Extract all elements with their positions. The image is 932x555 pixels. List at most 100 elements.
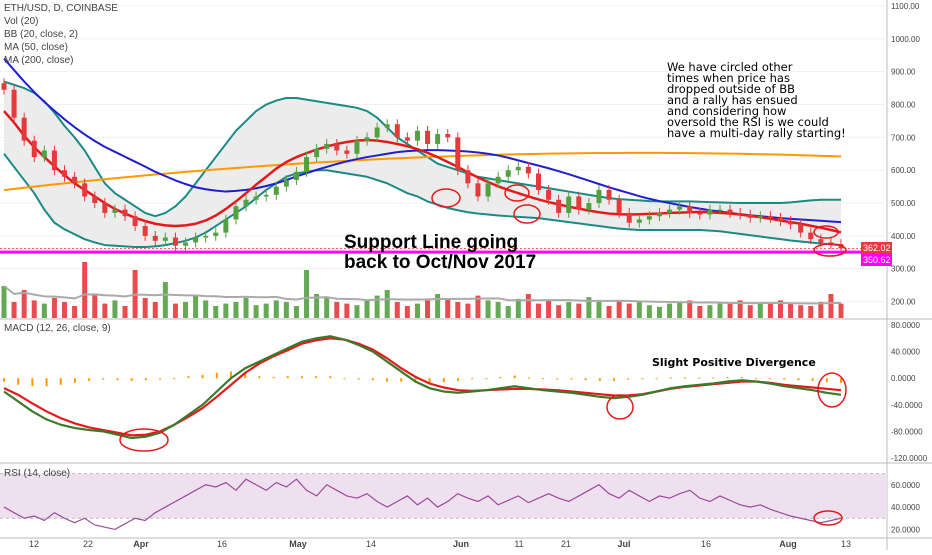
rsi-tick-label: 20.0000 [891, 525, 920, 534]
volume-bar [92, 294, 98, 318]
macd-hist-bar [683, 377, 686, 379]
candle-body [51, 150, 57, 171]
volume-bar [293, 306, 299, 318]
macd-hist-bar [598, 378, 601, 381]
macd-tick-label: 0.0000 [891, 374, 916, 383]
volume-bar [445, 298, 451, 318]
candle-body [193, 237, 199, 243]
volume-bar [223, 303, 229, 318]
macd-hist-bar [272, 376, 275, 379]
volume-bar [566, 302, 572, 318]
bb-lower-line [3, 153, 842, 249]
volume-bar [334, 302, 340, 318]
macd-hist-bar [442, 378, 445, 383]
volume-bar [243, 298, 249, 318]
macd-hist-bar [627, 378, 630, 380]
volume-bar [404, 306, 410, 318]
volume-bar [757, 303, 763, 318]
candle-body [11, 89, 17, 118]
macd-tick-label: 80.0000 [891, 321, 920, 330]
volume-bar [183, 302, 189, 318]
volume-bar [1, 286, 7, 318]
annotation-circle [119, 428, 169, 452]
ma50-line [3, 110, 842, 234]
volume-bar [798, 305, 804, 318]
volume-bar [112, 300, 118, 318]
annotation-circle [813, 225, 839, 239]
candle-body [435, 134, 441, 144]
volume-bar [162, 282, 168, 318]
volume-bar [425, 300, 431, 318]
candle-body [142, 226, 148, 236]
volume-bar [253, 305, 259, 318]
macd-legend: MACD (12, 26, close, 9) [4, 323, 111, 334]
annotation-circle [813, 510, 843, 526]
volume-bar [687, 300, 693, 318]
candle-body [41, 150, 47, 158]
candle-body [616, 199, 622, 213]
volume-bar [82, 262, 88, 318]
volume-bar [546, 300, 552, 318]
candle-body [566, 196, 572, 213]
candle-body [364, 137, 370, 141]
candle-body [72, 176, 78, 184]
macd-hist-bar [456, 378, 459, 381]
volume-bar [717, 303, 723, 318]
volume-bar [283, 302, 289, 318]
volume-bar [304, 270, 310, 318]
macd-hist-bar [542, 378, 545, 380]
signal-line [3, 337, 842, 437]
candle-body [788, 221, 794, 225]
volume-bar [11, 302, 17, 318]
volume-bar [172, 303, 178, 318]
macd-hist-bar [187, 376, 190, 379]
volume-bar [727, 302, 733, 318]
volume-bar [374, 295, 380, 318]
macd-hist-bar [144, 378, 147, 381]
macd-hist-bar [286, 376, 289, 379]
candle-body [596, 189, 602, 204]
annotation-circle [813, 243, 847, 257]
candle-body [152, 235, 158, 241]
candle-body [162, 237, 168, 241]
candle-body [172, 237, 178, 246]
candle-body [636, 219, 642, 223]
volume-bar [31, 300, 37, 318]
candle-body [525, 166, 531, 174]
candle-body [21, 117, 27, 141]
candle-body [798, 224, 804, 233]
x-tick-label: Apr [133, 539, 149, 549]
candle-body [384, 124, 390, 128]
candle-body [586, 203, 592, 210]
candle-body [535, 173, 541, 190]
macd-line [3, 335, 842, 440]
candle-body [747, 214, 753, 218]
price-tick-label: 1100.00 [891, 2, 920, 11]
macd-hist-bar [570, 378, 573, 380]
volume-bar [314, 294, 320, 318]
volume-bar [203, 300, 209, 318]
macd-hist-bar [371, 378, 374, 381]
candle-body [667, 209, 673, 213]
candle-body [767, 216, 773, 218]
candle-body [455, 137, 461, 171]
volume-bar [828, 294, 834, 318]
price-tick-label: 600.00 [891, 166, 916, 175]
macd-hist-bar [88, 378, 91, 381]
macd-tick-label: -80.0000 [891, 427, 923, 436]
candle-body [263, 194, 269, 197]
volume-bar [263, 303, 269, 318]
macd-hist-bar [428, 378, 431, 383]
candle-body [425, 130, 431, 144]
note-line-6: have a multi-day rally starting! [667, 126, 846, 140]
candle-body [414, 130, 420, 141]
x-tick-label: 13 [841, 539, 851, 549]
macd-hist-bar [726, 376, 729, 379]
volume-bar [465, 303, 471, 318]
volume-bar [556, 305, 562, 318]
candle-body [717, 209, 723, 211]
candle-body [243, 199, 249, 207]
macd-hist-bar [556, 378, 559, 380]
